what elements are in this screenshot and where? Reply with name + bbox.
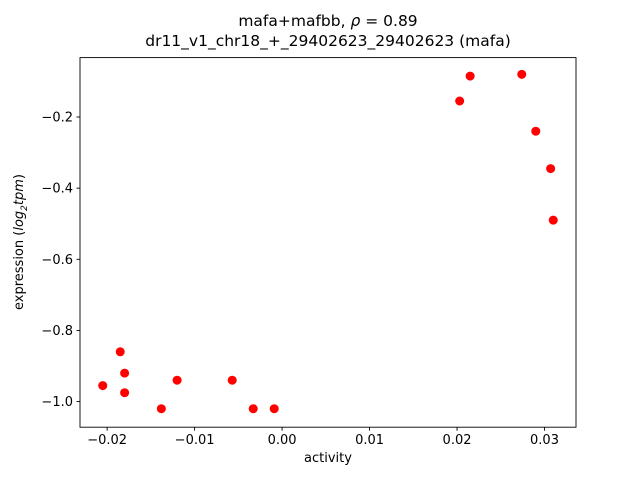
- y-tick-label: −0.8: [41, 324, 73, 339]
- data-point: [455, 96, 465, 106]
- y-tick-label: −0.6: [41, 253, 73, 268]
- y-tick-label: −0.2: [41, 111, 73, 126]
- y-tick-label: −1.0: [41, 395, 73, 410]
- chart-title: mafa+mafbb, ρ = 0.89 dr11_v1_chr18_+_294…: [80, 12, 576, 51]
- axes-frame: [79, 57, 577, 428]
- y-label-subscript: 2: [19, 205, 30, 211]
- x-tick-label: 0.03: [530, 433, 559, 448]
- data-point: [531, 126, 541, 136]
- y-label-tpm: tpm: [12, 179, 28, 206]
- data-point: [546, 164, 556, 174]
- data-point: [517, 69, 527, 79]
- x-tick-label: 0.01: [355, 433, 384, 448]
- y-label-prefix: expression (: [12, 230, 28, 310]
- title-value: = 0.89: [360, 12, 418, 30]
- y-tick-label: −0.4: [41, 182, 73, 197]
- title-text: mafa+mafbb,: [238, 12, 351, 30]
- x-tick-label: 0.02: [443, 433, 472, 448]
- y-label-suffix: ): [12, 174, 28, 180]
- data-point: [120, 368, 130, 378]
- rho-symbol: ρ: [350, 12, 361, 30]
- chart-title-line2: dr11_v1_chr18_+_29402623_29402623 (mafa): [145, 31, 511, 50]
- y-label-log: log: [12, 210, 28, 231]
- data-point: [269, 404, 279, 414]
- data-point: [465, 71, 475, 81]
- data-point: [248, 404, 258, 414]
- data-point: [172, 375, 182, 385]
- data-point: [98, 381, 108, 391]
- chart-title-line1: mafa+mafbb, ρ = 0.89: [80, 12, 576, 32]
- data-point: [156, 404, 166, 414]
- data-point: [115, 347, 125, 357]
- data-point: [227, 375, 237, 385]
- x-tick-label: −0.02: [87, 433, 127, 448]
- x-tick-label: 0.00: [268, 433, 297, 448]
- x-tick-label: −0.01: [175, 433, 215, 448]
- data-point: [548, 215, 558, 225]
- data-point: [120, 388, 130, 398]
- x-axis-label: activity: [304, 451, 352, 466]
- y-axis-label: expression (log2tpm): [12, 174, 30, 310]
